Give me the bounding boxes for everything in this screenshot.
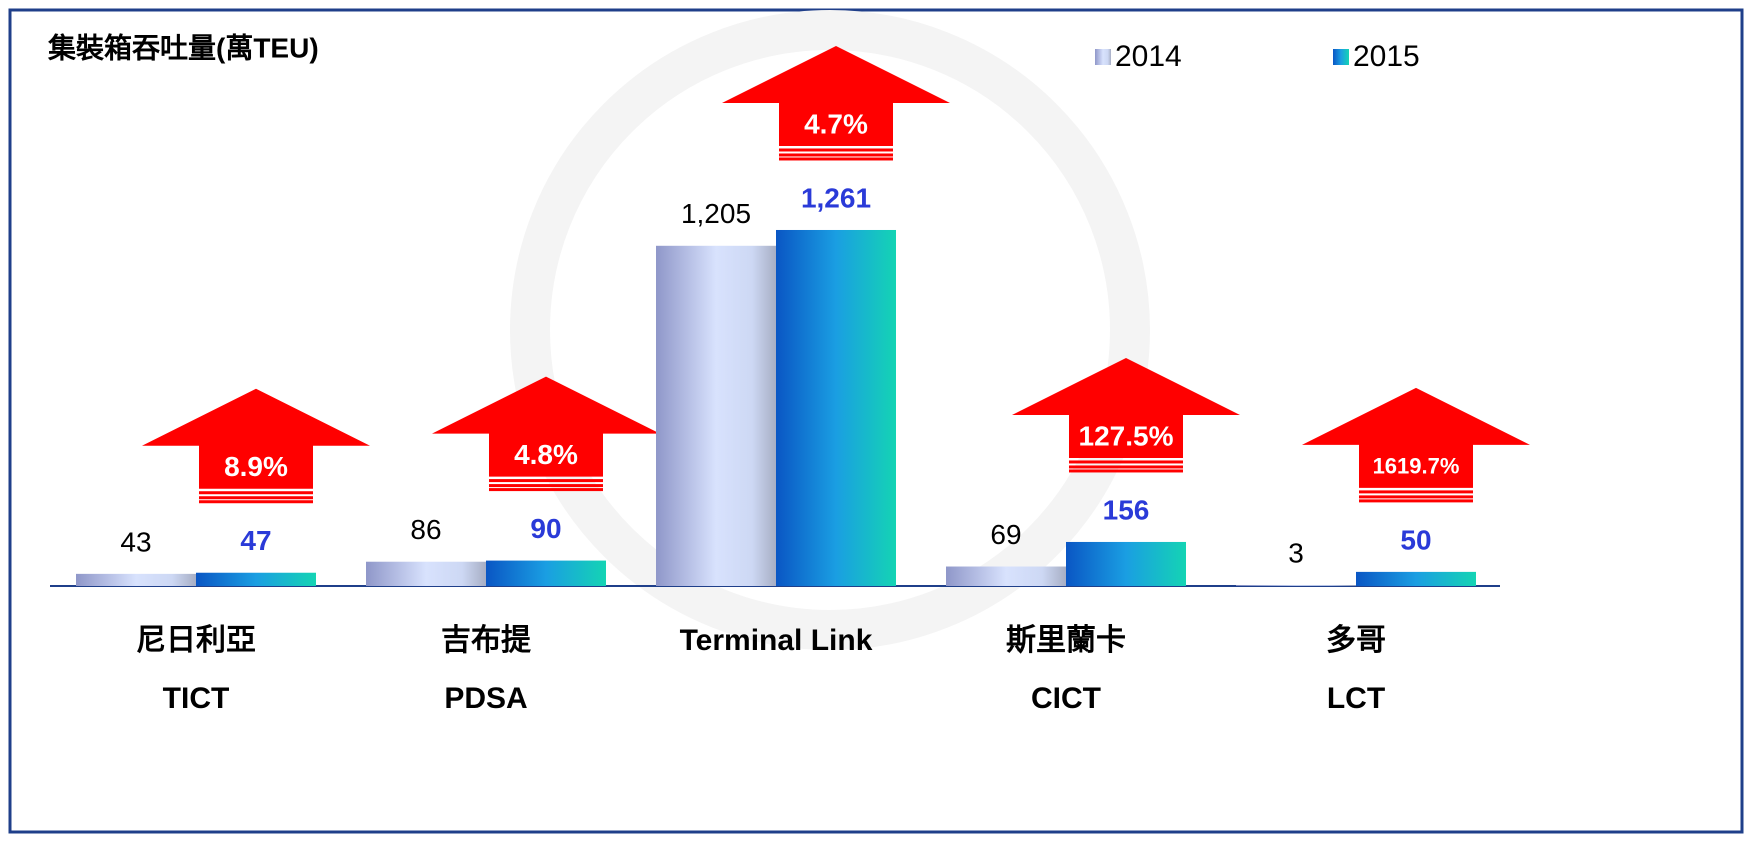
arrow-stripe <box>199 500 313 504</box>
bar <box>946 566 1066 586</box>
x-tick-sublabel: CICT <box>1031 682 1101 715</box>
bar <box>76 573 196 586</box>
x-tick-label: Terminal Link <box>680 624 873 657</box>
x-tick-label: 尼日利亞 <box>136 624 256 657</box>
arrow-stripe <box>779 157 893 161</box>
arrow-stripe <box>1359 499 1473 503</box>
legend-label: 2015 <box>1353 40 1420 73</box>
value-label: 69 <box>990 519 1021 550</box>
growth-label: 4.8% <box>514 439 578 470</box>
bar <box>1356 571 1476 586</box>
growth-arrow <box>1012 357 1240 458</box>
legend-swatch <box>1095 49 1111 65</box>
arrow-stripe <box>489 479 603 483</box>
growth-label: 8.9% <box>224 451 288 482</box>
value-label: 50 <box>1400 524 1431 555</box>
arrow-stripe <box>489 484 603 488</box>
growth-arrow <box>432 376 660 477</box>
value-label: 43 <box>120 526 151 557</box>
watermark <box>510 10 1150 650</box>
arrow-stripe <box>489 488 603 492</box>
value-label: 1,205 <box>681 198 751 229</box>
arrow-stripe <box>1359 490 1473 494</box>
value-label: 3 <box>1288 538 1304 569</box>
growth-label: 127.5% <box>1079 420 1174 451</box>
growth-arrow <box>142 388 370 489</box>
value-label: 1,261 <box>801 182 871 213</box>
arrow-stripe <box>1359 495 1473 499</box>
growth-arrow <box>1302 387 1530 488</box>
arrow-stripe <box>199 496 313 500</box>
x-tick-label: 斯里蘭卡 <box>1006 624 1126 657</box>
bar <box>366 561 486 586</box>
bar <box>776 229 896 586</box>
growth-label: 1619.7% <box>1373 454 1460 479</box>
bar <box>656 245 776 586</box>
arrow-stripe <box>779 148 893 152</box>
arrow-stripe <box>199 491 313 495</box>
bar <box>1236 585 1356 586</box>
x-tick-sublabel: TICT <box>163 682 230 715</box>
bar <box>1066 541 1186 586</box>
x-tick-sublabel: PDSA <box>444 682 527 715</box>
bar <box>486 560 606 586</box>
arrow-stripe <box>1069 465 1183 469</box>
value-label: 156 <box>1103 494 1150 525</box>
x-tick-label: 吉布提 <box>441 624 532 657</box>
arrow-stripe <box>779 153 893 157</box>
legend-label: 2014 <box>1115 40 1182 73</box>
value-label: 86 <box>410 514 441 545</box>
growth-arrow <box>722 45 950 146</box>
x-tick-label: 多哥 <box>1326 624 1386 657</box>
growth-label: 4.7% <box>804 108 868 139</box>
value-label: 47 <box>240 525 271 556</box>
x-tick-sublabel: LCT <box>1327 682 1385 715</box>
arrow-stripe <box>1069 460 1183 464</box>
arrow-stripe <box>1069 469 1183 473</box>
legend-swatch <box>1333 49 1349 65</box>
value-label: 90 <box>530 513 561 544</box>
chart-title: 集裝箱吞吐量(萬TEU) <box>47 31 319 63</box>
bar <box>196 572 316 586</box>
